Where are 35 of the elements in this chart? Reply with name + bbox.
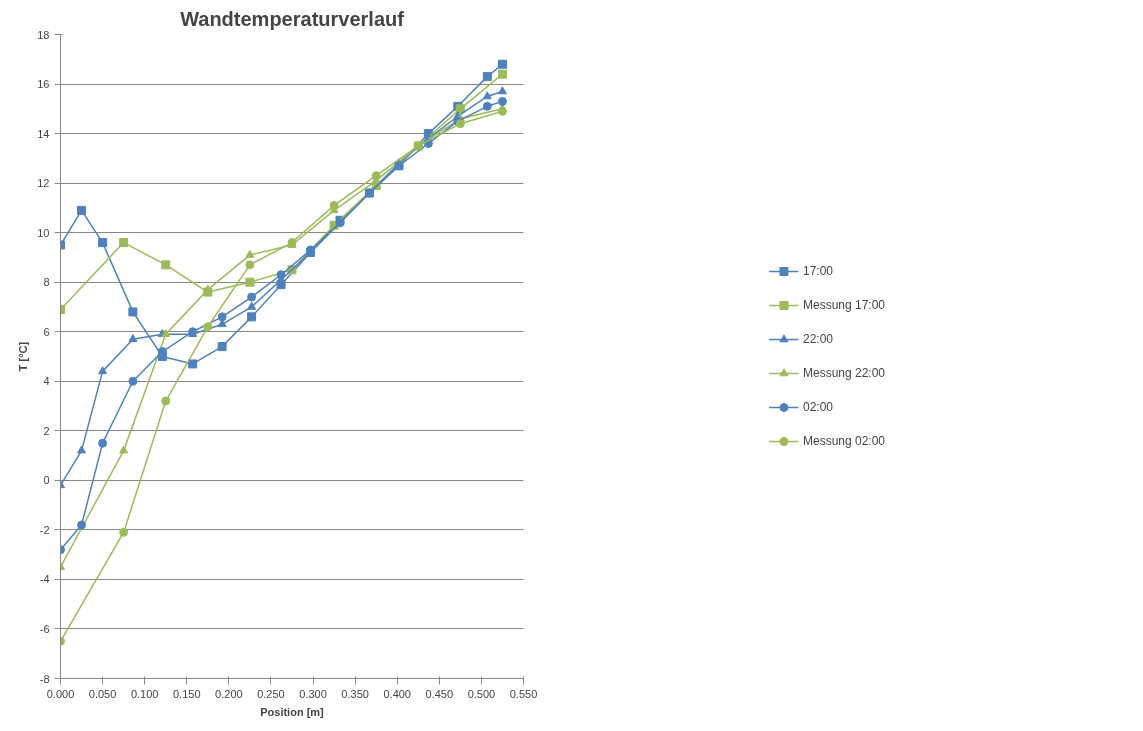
y-tick-label: 0 (43, 474, 50, 487)
x-tick-label: 0.100 (130, 687, 159, 700)
x-tick-label: 0.050 (88, 687, 117, 700)
x-tick-label: 0.300 (299, 687, 327, 700)
y-tick-label: -6 (39, 622, 50, 635)
x-tick-label: 0.000 (46, 687, 75, 700)
y-tick-label: 6 (43, 325, 50, 338)
y-tick-label: -4 (39, 573, 50, 586)
legend-label: Messung 22:00 (802, 366, 886, 380)
x-tick-label: 0.150 (173, 687, 201, 700)
x-axis-title: Position [m] (260, 705, 325, 718)
y-tick-label: -8 (39, 672, 50, 685)
legend-label: 17:00 (802, 264, 833, 278)
chart-title: Wandtemperaturverlauf (180, 7, 405, 30)
x-tick-label: 0.500 (467, 687, 496, 700)
legend-label: Messung 02:00 (802, 434, 886, 448)
y-tick-label: 18 (37, 28, 50, 41)
legend-label: Messung 17:00 (802, 298, 886, 312)
y-tick-label: 14 (37, 127, 50, 140)
y-tick-label: 16 (37, 78, 50, 91)
x-tick-label: 0.200 (215, 687, 243, 700)
y-tick-label: 2 (43, 424, 50, 437)
x-tick-label: 0.350 (341, 687, 369, 700)
y-tick-label: 12 (37, 177, 50, 190)
legend-label: 22:00 (802, 332, 833, 346)
x-tick-label: 0.450 (425, 687, 454, 700)
x-tick-label: 0.250 (257, 687, 285, 700)
legend-label: 02:00 (802, 400, 833, 414)
x-tick-label: 0.400 (383, 687, 411, 700)
y-axis-title: T [°C] (17, 341, 30, 372)
y-tick-label: 10 (37, 226, 50, 239)
y-tick-label: 8 (43, 276, 50, 289)
x-tick-label: 0.550 (509, 687, 538, 700)
y-tick-label: -2 (39, 523, 50, 536)
y-tick-label: 4 (43, 375, 50, 388)
